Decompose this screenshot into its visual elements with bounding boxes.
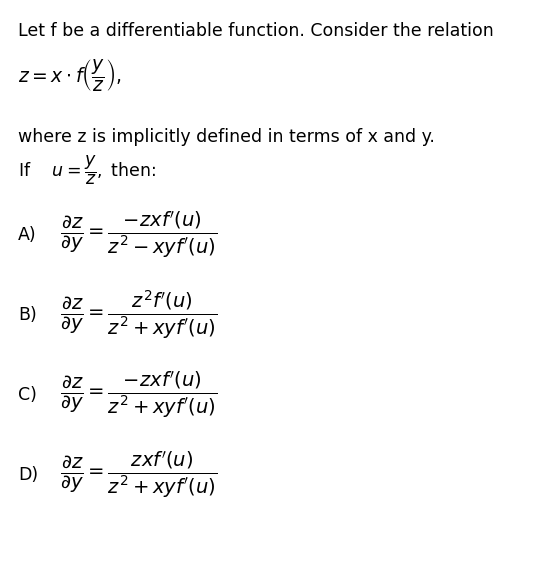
Text: If $\quad u = \dfrac{y}{z},$ then:: If $\quad u = \dfrac{y}{z},$ then: — [18, 153, 156, 187]
Text: D): D) — [18, 466, 38, 484]
Text: B): B) — [18, 306, 37, 324]
Text: where z is implicitly defined in terms of x and y.: where z is implicitly defined in terms o… — [18, 128, 435, 146]
Text: A): A) — [18, 226, 36, 244]
Text: $\dfrac{\partial z}{\partial y} = \dfrac{z^2f'(u)}{z^2 + xyf'(u)}$: $\dfrac{\partial z}{\partial y} = \dfrac… — [60, 289, 217, 341]
Text: $\dfrac{\partial z}{\partial y} = \dfrac{-zxf'(u)}{z^2 + xyf'(u)}$: $\dfrac{\partial z}{\partial y} = \dfrac… — [60, 370, 217, 420]
Text: Let f be a differentiable function. Consider the relation: Let f be a differentiable function. Cons… — [18, 22, 493, 40]
Text: C): C) — [18, 386, 37, 404]
Text: $\dfrac{\partial z}{\partial y} = \dfrac{zxf'(u)}{z^2 + xyf'(u)}$: $\dfrac{\partial z}{\partial y} = \dfrac… — [60, 450, 217, 500]
Text: $\dfrac{\partial z}{\partial y} = \dfrac{-zxf'(u)}{z^2 - xyf'(u)}$: $\dfrac{\partial z}{\partial y} = \dfrac… — [60, 210, 217, 260]
Text: $z = x \cdot f\left(\dfrac{y}{z}\right),$: $z = x \cdot f\left(\dfrac{y}{z}\right),… — [18, 57, 121, 93]
